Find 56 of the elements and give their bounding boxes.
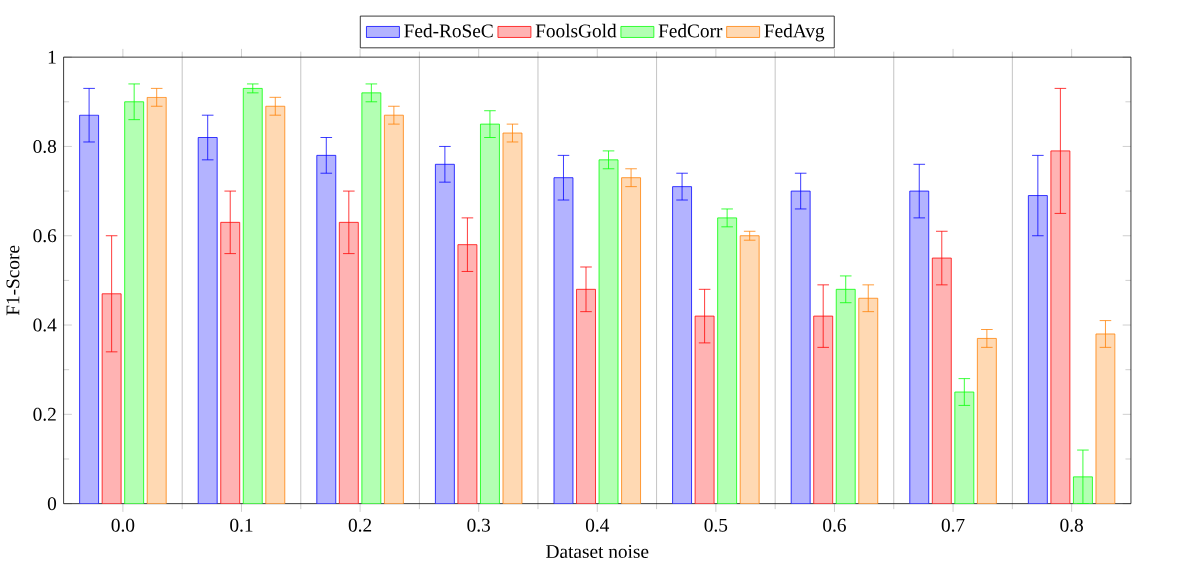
y-tick-label: 0.8 xyxy=(33,139,57,153)
x-tick-label: 0.4 xyxy=(585,518,610,532)
bar xyxy=(1050,150,1071,504)
x-tick-label: 0.2 xyxy=(348,518,372,532)
bar xyxy=(858,297,879,504)
bar xyxy=(124,101,145,504)
bar xyxy=(739,235,760,504)
bar xyxy=(480,123,500,504)
bar xyxy=(361,92,382,504)
bar xyxy=(265,105,286,504)
bar xyxy=(813,315,834,504)
bar xyxy=(672,186,692,504)
bar xyxy=(976,337,997,504)
legend-label: Fed-RoSeC xyxy=(404,23,493,38)
x-tick-label: 0.7 xyxy=(941,518,965,532)
x-tick-label: 0.0 xyxy=(111,518,135,532)
bar xyxy=(835,288,856,504)
y-tick-label: 0.4 xyxy=(33,318,57,332)
x-tick-label: 0.6 xyxy=(823,518,846,532)
bar xyxy=(717,217,738,504)
x-tick-label: 0.3 xyxy=(467,518,490,532)
bar xyxy=(909,190,930,504)
y-axis-title: F1-Score xyxy=(6,245,20,316)
legend-label: FedCorr xyxy=(658,23,723,38)
bar xyxy=(790,190,811,504)
x-tick-label: 0.5 xyxy=(704,518,728,532)
bar xyxy=(1095,333,1116,504)
bar xyxy=(316,154,337,504)
bar xyxy=(79,114,99,504)
bar xyxy=(931,257,952,504)
y-tick-label: 0 xyxy=(47,497,57,511)
bar xyxy=(1027,195,1048,504)
x-axis-title: Dataset noise xyxy=(546,544,649,558)
bar xyxy=(598,159,619,504)
bar xyxy=(197,137,218,504)
bar xyxy=(101,293,122,504)
bar xyxy=(621,177,641,504)
bar xyxy=(220,221,241,504)
bar xyxy=(576,288,596,504)
bar xyxy=(338,221,359,504)
bar xyxy=(435,163,455,504)
y-tick-label: 1 xyxy=(48,50,56,64)
bar xyxy=(694,315,715,504)
y-tick-label: 0.2 xyxy=(33,407,56,421)
legend-label: FedAvg xyxy=(764,23,825,42)
legend-label: FoolsGold xyxy=(535,23,617,38)
bar xyxy=(457,244,478,504)
x-tick-label: 0.8 xyxy=(1060,518,1083,532)
bar xyxy=(553,177,574,504)
bar xyxy=(146,96,167,504)
bar xyxy=(242,87,263,504)
bar xyxy=(384,114,404,504)
bar xyxy=(502,132,523,504)
bar xyxy=(954,391,975,504)
y-tick-label: 0.6 xyxy=(33,229,57,243)
x-tick-label: 0.1 xyxy=(230,518,253,532)
